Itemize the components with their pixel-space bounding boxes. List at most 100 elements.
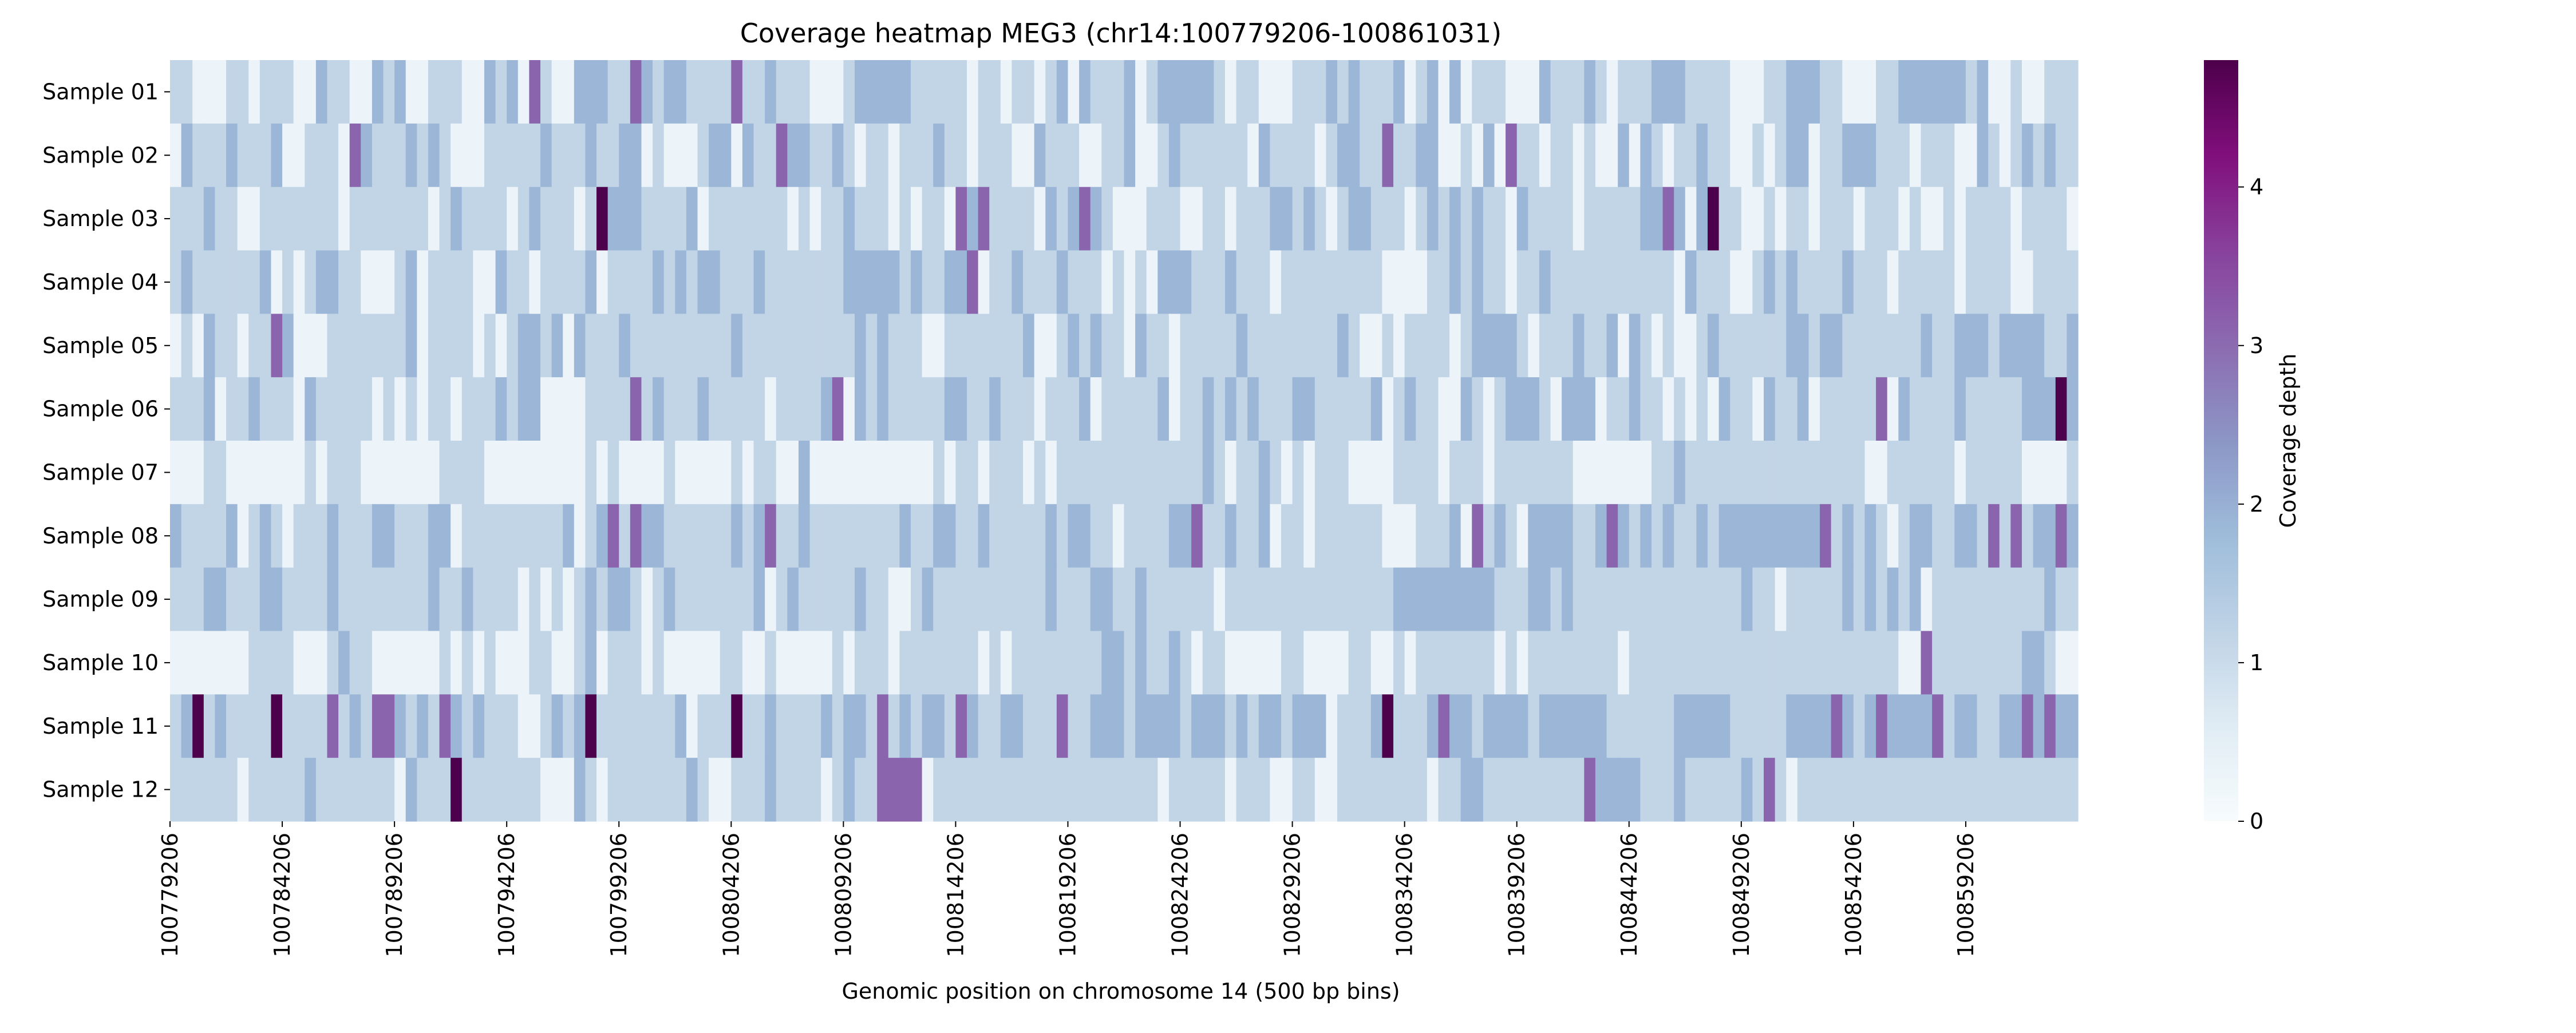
heatmap-cell	[170, 250, 182, 314]
heatmap-cell	[1224, 567, 1237, 632]
heatmap-cell	[1584, 631, 1596, 695]
heatmap-cell	[765, 567, 777, 632]
heatmap-cell	[248, 758, 260, 822]
heatmap-cell	[1718, 60, 1730, 124]
heatmap-cell	[1483, 377, 1495, 441]
heatmap-cell	[1584, 187, 1596, 251]
heatmap-cell	[1842, 123, 1854, 188]
heatmap-cell	[259, 631, 272, 695]
heatmap-cell	[1539, 758, 1551, 822]
heatmap-cell	[1146, 504, 1158, 568]
heatmap-cell	[1034, 314, 1046, 378]
heatmap-cell	[1157, 123, 1170, 188]
heatmap-cell	[338, 250, 350, 314]
heatmap-cell	[1438, 504, 1450, 568]
heatmap-cell	[383, 314, 395, 378]
heatmap-cell	[248, 504, 260, 568]
heatmap-cell	[585, 377, 597, 441]
heatmap-cell	[293, 694, 305, 758]
heatmap-cell	[1236, 504, 1248, 568]
heatmap-cell	[910, 441, 923, 505]
heatmap-cell	[1360, 567, 1372, 632]
heatmap-cell	[1416, 314, 1428, 378]
heatmap-cell	[1326, 631, 1338, 695]
heatmap-cell	[349, 758, 361, 822]
heatmap-cell	[607, 123, 619, 188]
heatmap-cell	[1438, 567, 1450, 632]
heatmap-cell	[574, 441, 586, 505]
heatmap-cell	[978, 631, 990, 695]
heatmap-cell	[630, 60, 642, 124]
heatmap-cell	[1696, 631, 1708, 695]
heatmap-cell	[1708, 314, 1720, 378]
heatmap-cell	[1876, 694, 1888, 758]
x-tick-label: 100794206	[494, 833, 519, 957]
heatmap-cell	[967, 504, 979, 568]
heatmap-cell	[1618, 60, 1630, 124]
heatmap-cell	[776, 567, 788, 632]
heatmap-cell	[1348, 187, 1360, 251]
heatmap-cell	[821, 631, 833, 695]
heatmap-cell	[1606, 187, 1618, 251]
heatmap-cell	[630, 314, 642, 378]
heatmap-cell	[529, 758, 541, 822]
heatmap-cell	[1314, 758, 1327, 822]
heatmap-cell	[259, 504, 272, 568]
heatmap-cell	[461, 441, 473, 505]
heatmap-cell	[1932, 123, 1944, 188]
heatmap-cell	[1932, 694, 1944, 758]
heatmap-cell	[215, 123, 227, 188]
heatmap-cell	[1921, 187, 1933, 251]
heatmap-cell	[1292, 250, 1304, 314]
heatmap-cell	[933, 250, 945, 314]
heatmap-cell	[731, 567, 743, 632]
heatmap-cell	[798, 60, 811, 124]
heatmap-cell	[394, 504, 406, 568]
heatmap-cell	[585, 314, 597, 378]
heatmap-cell	[1191, 504, 1203, 568]
heatmap-cell	[1718, 631, 1730, 695]
heatmap-cell	[417, 123, 429, 188]
heatmap-cell	[1236, 60, 1248, 124]
heatmap-cell	[1292, 60, 1304, 124]
heatmap-cell	[451, 441, 463, 505]
heatmap-cell	[1752, 567, 1764, 632]
x-tick-label: 100839206	[1504, 833, 1530, 957]
heatmap-cell	[1606, 441, 1618, 505]
heatmap-cell	[484, 187, 496, 251]
heatmap-cell	[1965, 123, 1978, 188]
heatmap-cell	[1640, 504, 1652, 568]
heatmap-cell	[1045, 314, 1057, 378]
heatmap-cell	[1146, 187, 1158, 251]
heatmap-cell	[361, 250, 373, 314]
heatmap-cell	[1539, 567, 1551, 632]
heatmap-cell	[1427, 60, 1439, 124]
heatmap-cell	[1202, 758, 1214, 822]
heatmap-cell	[1101, 631, 1113, 695]
heatmap-cell	[1516, 60, 1528, 124]
heatmap-cell	[1988, 377, 2000, 441]
heatmap-cell	[1382, 758, 1394, 822]
heatmap-cell	[1146, 567, 1158, 632]
heatmap-cell	[338, 567, 350, 632]
heatmap-cell	[551, 314, 563, 378]
heatmap-cell	[1494, 758, 1506, 822]
heatmap-cell	[1472, 567, 1484, 632]
heatmap-cell	[630, 758, 642, 822]
heatmap-cell	[338, 123, 350, 188]
heatmap-cell	[854, 694, 867, 758]
heatmap-cell	[933, 187, 945, 251]
heatmap-cell	[495, 758, 507, 822]
heatmap-cell	[731, 123, 743, 188]
heatmap-cell	[1337, 314, 1349, 378]
heatmap-cell	[293, 377, 305, 441]
heatmap-cell	[1157, 694, 1170, 758]
heatmap-cell	[417, 631, 429, 695]
heatmap-cell	[305, 631, 317, 695]
heatmap-cell	[1752, 694, 1764, 758]
heatmap-cell	[1662, 567, 1674, 632]
heatmap-cell	[1516, 504, 1528, 568]
heatmap-cell	[686, 123, 698, 188]
heatmap-cell	[1539, 504, 1551, 568]
